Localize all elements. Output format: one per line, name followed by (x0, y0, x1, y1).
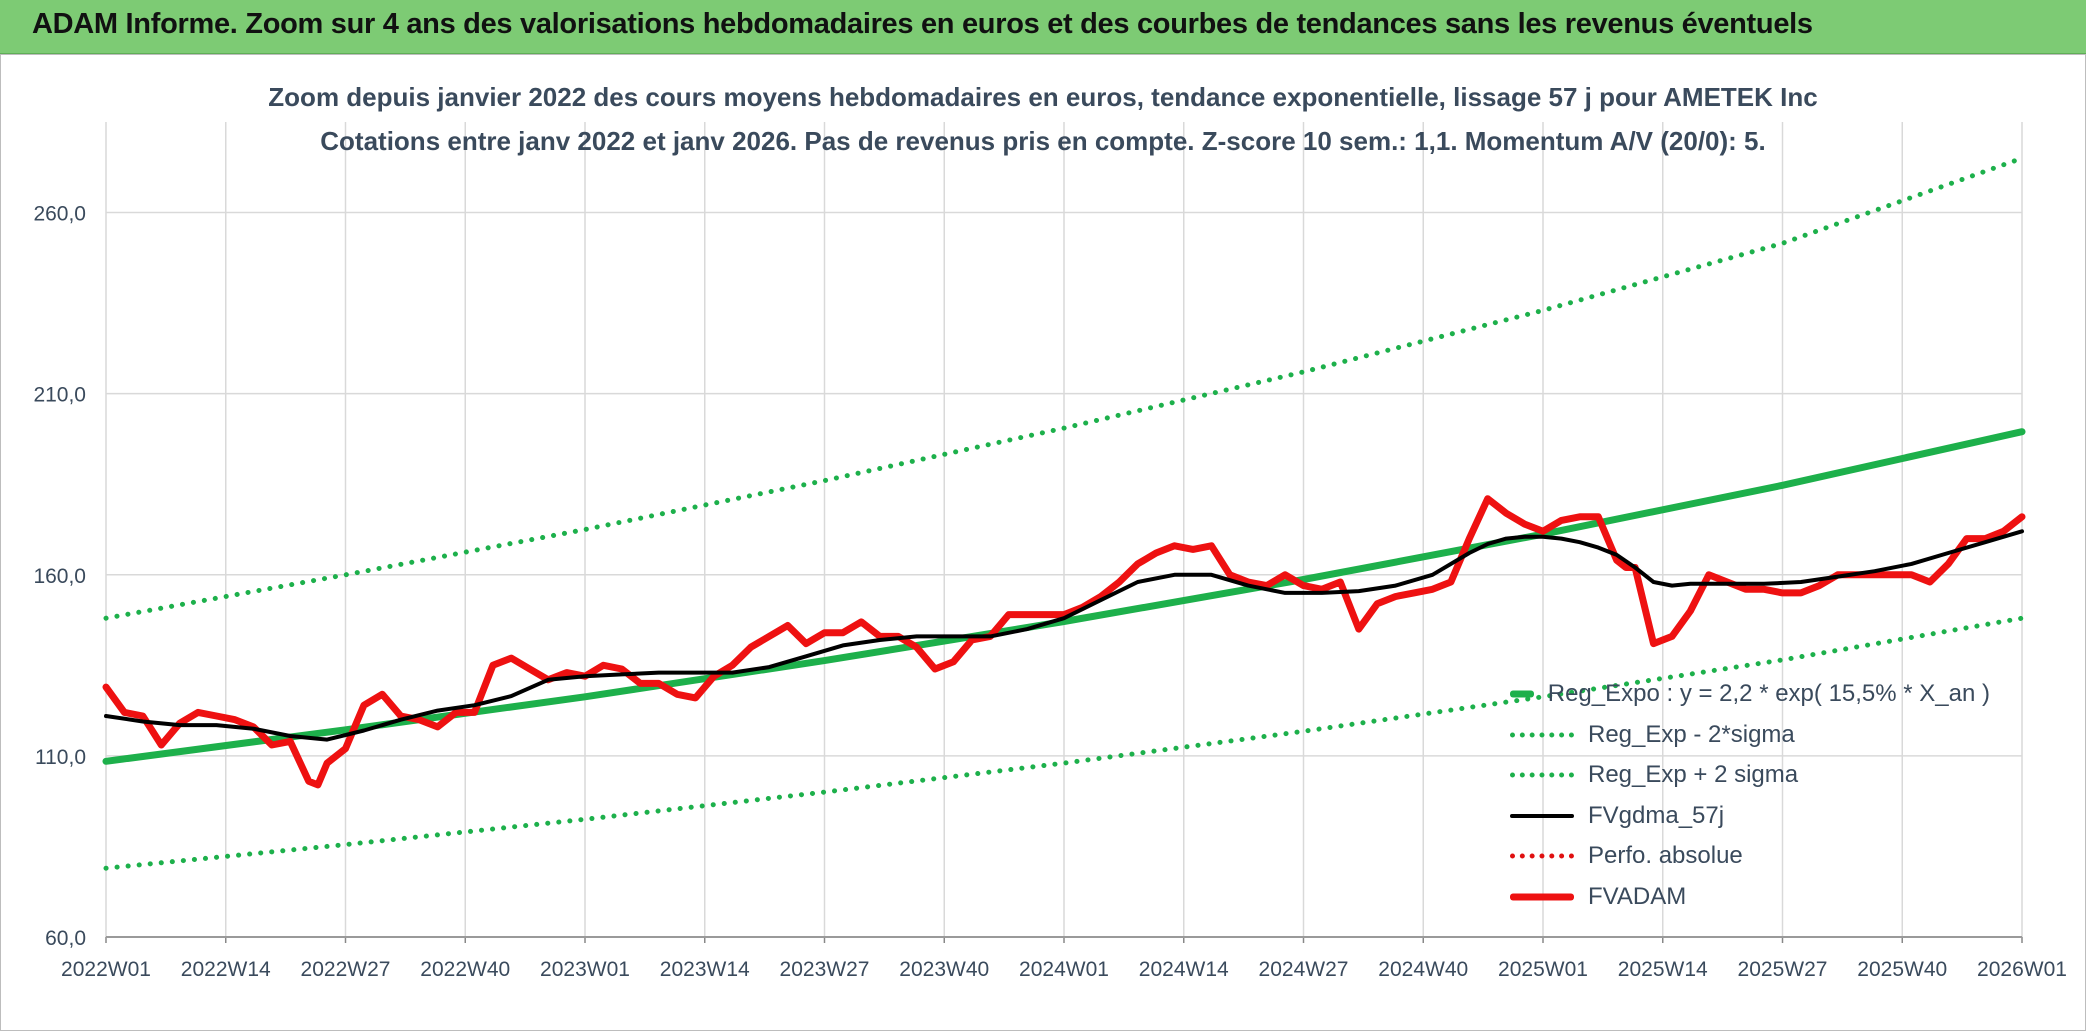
legend-swatch (1510, 687, 1534, 701)
x-tick-label: 2022W01 (61, 958, 151, 981)
y-tick-label: 160,0 (33, 565, 86, 588)
y-tick-label: 60,0 (45, 927, 86, 950)
chart-title-line1: Zoom depuis janvier 2022 des cours moyen… (268, 82, 1818, 112)
legend-item: FVADAM (1510, 877, 1990, 918)
legend-swatch (1510, 849, 1574, 863)
x-tick-label: 2022W27 (301, 958, 391, 981)
report-title: ADAM Informe. Zoom sur 4 ans des valoris… (32, 8, 1813, 40)
x-tick-label: 2024W27 (1259, 958, 1349, 981)
x-tick-label: 2026W01 (1977, 958, 2067, 981)
legend-item: Perfo. absolue (1510, 836, 1990, 877)
series-line-reg-exp-2-sigma (103, 615, 2025, 871)
x-tick-label: 2023W14 (660, 958, 750, 981)
legend-label: FVADAM (1588, 882, 1687, 910)
series-line-reg-exp-2-sigma (103, 155, 2025, 621)
x-tick-label: 2023W40 (899, 958, 989, 981)
chart-title-line2: Cotations entre janv 2022 et janv 2026. … (320, 126, 1766, 156)
legend-swatch (1510, 728, 1574, 742)
y-tick-label: 260,0 (33, 203, 86, 226)
chart-frame (0, 54, 2086, 1031)
legend-item: FVgdma_57j (1510, 796, 1990, 837)
legend-swatch (1510, 768, 1574, 782)
series-line-fvadam (102, 495, 2026, 789)
x-tick-label: 2025W27 (1738, 958, 1828, 981)
chart-legend: Reg_Expo : y = 2,2 * exp( 15,5% * X_an )… (1510, 674, 1990, 917)
y-tick-label: 210,0 (33, 384, 86, 407)
x-tick-label: 2024W14 (1139, 958, 1229, 981)
x-tick-label: 2022W40 (420, 958, 510, 981)
report-header: ADAM Informe. Zoom sur 4 ans des valoris… (0, 0, 2086, 54)
legend-item: Reg_Expo : y = 2,2 * exp( 15,5% * X_an ) (1510, 674, 1990, 715)
series-line-fvgdma-57j (104, 529, 2024, 742)
x-tick-label: 2025W14 (1618, 958, 1708, 981)
legend-item: Reg_Exp - 2*sigma (1510, 715, 1990, 756)
legend-label: Reg_Exp - 2*sigma (1588, 720, 1795, 748)
legend-item: Reg_Exp + 2 sigma (1510, 755, 1990, 796)
x-tick-label: 2025W40 (1857, 958, 1947, 981)
legend-label: Reg_Expo : y = 2,2 * exp( 15,5% * X_an ) (1547, 680, 1990, 708)
x-tick-label: 2024W40 (1378, 958, 1468, 981)
legend-label: FVgdma_57j (1588, 801, 1725, 829)
x-tick-label: 2023W01 (540, 958, 630, 981)
legend-swatch (1510, 890, 1574, 904)
x-tick-label: 2022W14 (181, 958, 271, 981)
x-tick-label: 2024W01 (1019, 958, 1109, 981)
y-tick-label: 110,0 (35, 746, 86, 769)
x-tick-label: 2023W27 (780, 958, 870, 981)
legend-label: Reg_Exp + 2 sigma (1588, 761, 1799, 789)
x-tick-label: 2025W01 (1498, 958, 1588, 981)
legend-swatch (1510, 809, 1574, 823)
legend-label: Perfo. absolue (1588, 842, 1743, 870)
